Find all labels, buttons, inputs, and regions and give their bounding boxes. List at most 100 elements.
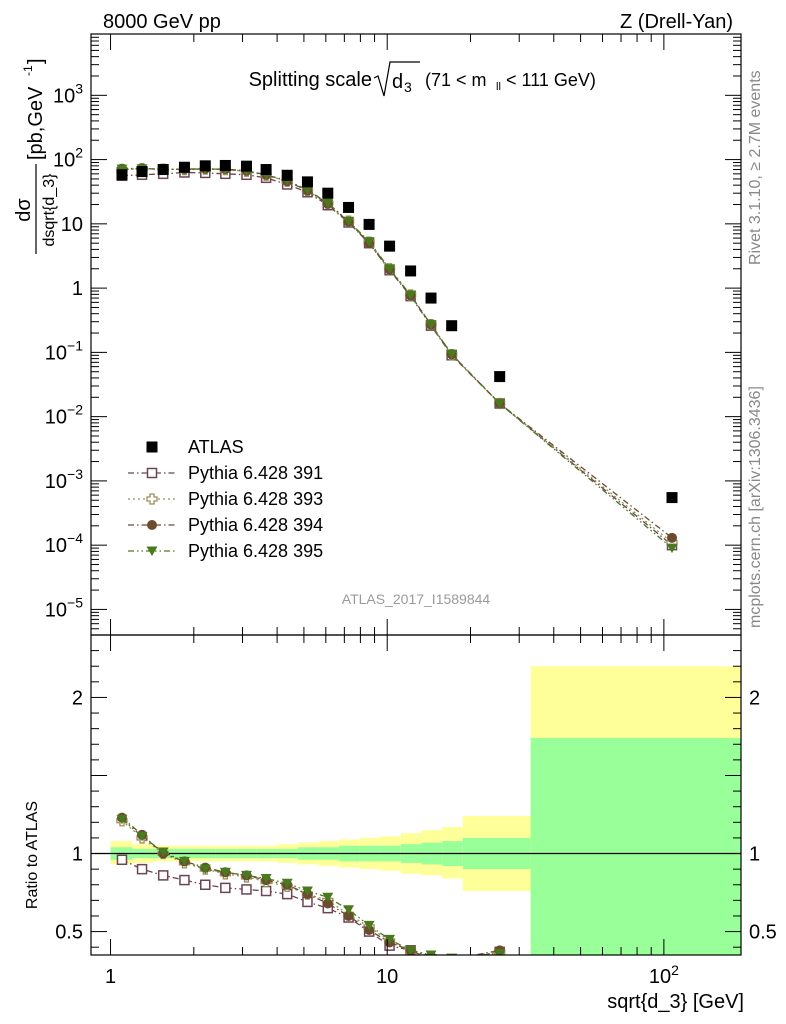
uncertainty-bands	[110, 666, 741, 955]
y-tick-label: 10	[61, 214, 83, 236]
data-point	[405, 265, 417, 277]
data-point	[343, 905, 355, 915]
y-tick-label: 10−1	[45, 337, 83, 364]
plot-title-sqrt-arg: d	[392, 71, 403, 93]
data-point	[157, 164, 169, 176]
data-point	[343, 216, 355, 227]
data-point	[322, 198, 334, 209]
data-point	[199, 160, 211, 172]
series-pythia-6-428-394	[116, 163, 678, 543]
data-point	[494, 399, 506, 409]
data-point	[363, 920, 375, 931]
data-point	[200, 879, 211, 891]
ratio-y-tick-label-right: 0.5	[749, 922, 777, 944]
data-point	[147, 520, 157, 530]
ratio-y-tick-label-right: 2	[749, 687, 760, 709]
side-label-rivet: Rivet 3.1.10, ≥ 2.7M events	[747, 70, 764, 265]
data-point	[446, 320, 458, 332]
data-point	[116, 169, 128, 181]
series-atlas	[116, 159, 678, 504]
plot-title-range-post: < 111 GeV)	[506, 70, 596, 90]
legend: ATLAS Pythia 6.428 391 Pythia 6.428 393 Pyt…	[128, 437, 323, 561]
data-point	[425, 320, 437, 330]
data-point	[260, 885, 272, 897]
legend-item: ATLAS	[146, 437, 244, 457]
plot-title: Splitting scale d 3 (71 < m ll < 111 GeV…	[249, 61, 596, 97]
x-tick-label: 10	[376, 966, 398, 988]
data-point	[157, 847, 169, 857]
side-label-mcplots: mcplots.cern.ch [arXiv:1306.3436]	[747, 386, 764, 628]
legend-label: Pythia 6.428 395	[188, 541, 323, 561]
y-tick-label: 102	[53, 145, 83, 172]
legend-item: Pythia 6.428 394	[128, 515, 323, 535]
data-point	[157, 870, 169, 881]
legend-label: ATLAS	[188, 437, 244, 457]
data-point	[260, 874, 272, 884]
data-point	[136, 831, 148, 842]
plot-title-sqrt-sub: 3	[404, 79, 412, 95]
y-label-unit-close: ]	[25, 58, 47, 64]
data-point	[405, 290, 417, 301]
data-point	[405, 945, 417, 955]
data-point	[322, 892, 334, 903]
y-label-denominator: dsqrt{d_3}	[41, 173, 58, 247]
ratio-y-tick-label-left: 2	[72, 687, 83, 709]
data-point	[425, 950, 437, 955]
plot-title-main: Splitting scale	[249, 69, 372, 91]
y-tick-label: 10−2	[45, 402, 83, 429]
data-point	[343, 201, 355, 213]
y-label-unit-sup: -1	[21, 65, 35, 76]
y-tick-label: 103	[53, 80, 83, 107]
y-tick-label: 10−5	[45, 594, 83, 621]
legend-item: Pythia 6.428 393	[128, 489, 323, 509]
data-point	[240, 160, 252, 172]
data-point	[449, 954, 455, 955]
header-left-label: 8000 GeV pp	[103, 11, 221, 33]
main-panel: 10−5 10−4 10−3 10−2 10−1 1 10 102 103	[45, 33, 742, 636]
data-point	[146, 441, 158, 453]
plot-title-sqrt-sign	[373, 61, 420, 97]
y-tick-label: 10−4	[45, 530, 83, 557]
ratio-y-tick-label-left: 1	[72, 844, 83, 866]
data-point	[446, 954, 457, 955]
data-point	[494, 371, 506, 383]
data-point	[384, 264, 396, 274]
ratio-frame	[90, 634, 742, 956]
data-point	[136, 166, 148, 178]
legend-label: Pythia 6.428 391	[188, 463, 323, 483]
legend-label: Pythia 6.428 394	[188, 515, 323, 535]
data-point	[449, 954, 454, 955]
data-point	[446, 349, 458, 360]
data-point	[667, 532, 678, 543]
ratio-series-pythia-6-428-395	[116, 814, 506, 955]
x-axis-label: sqrt{d_3} [GeV]	[607, 991, 744, 1013]
data-point	[199, 864, 211, 875]
data-point	[322, 898, 333, 909]
ratio-y-tick-label-left: 0.5	[55, 922, 83, 944]
data-point	[666, 492, 678, 504]
analysis-id-label: ATLAS_2017_I1589844	[342, 591, 491, 607]
data-point	[241, 884, 252, 895]
band-inner-bin	[530, 738, 741, 955]
data-point	[260, 164, 272, 176]
data-point	[240, 870, 252, 881]
data-point	[116, 854, 128, 866]
y-tick-label: 1	[72, 278, 83, 300]
series-line	[121, 168, 673, 544]
data-point	[301, 886, 313, 896]
data-point	[281, 878, 293, 889]
data-point	[219, 159, 231, 171]
plot-title-range-pre: (71 < m	[425, 70, 487, 90]
data-point	[116, 814, 128, 825]
y-axis-label-main: dσ dsqrt{d_3} [pb,GeV -1 ]	[13, 58, 58, 254]
data-point	[146, 467, 158, 479]
data-point	[220, 882, 231, 894]
y-label-unit: [pb,GeV	[25, 86, 47, 160]
data-point	[301, 185, 313, 195]
data-point	[425, 292, 437, 304]
y-label-numerator: dσ	[13, 198, 35, 222]
data-point	[301, 176, 313, 188]
data-point	[494, 948, 506, 955]
data-point	[322, 187, 334, 199]
